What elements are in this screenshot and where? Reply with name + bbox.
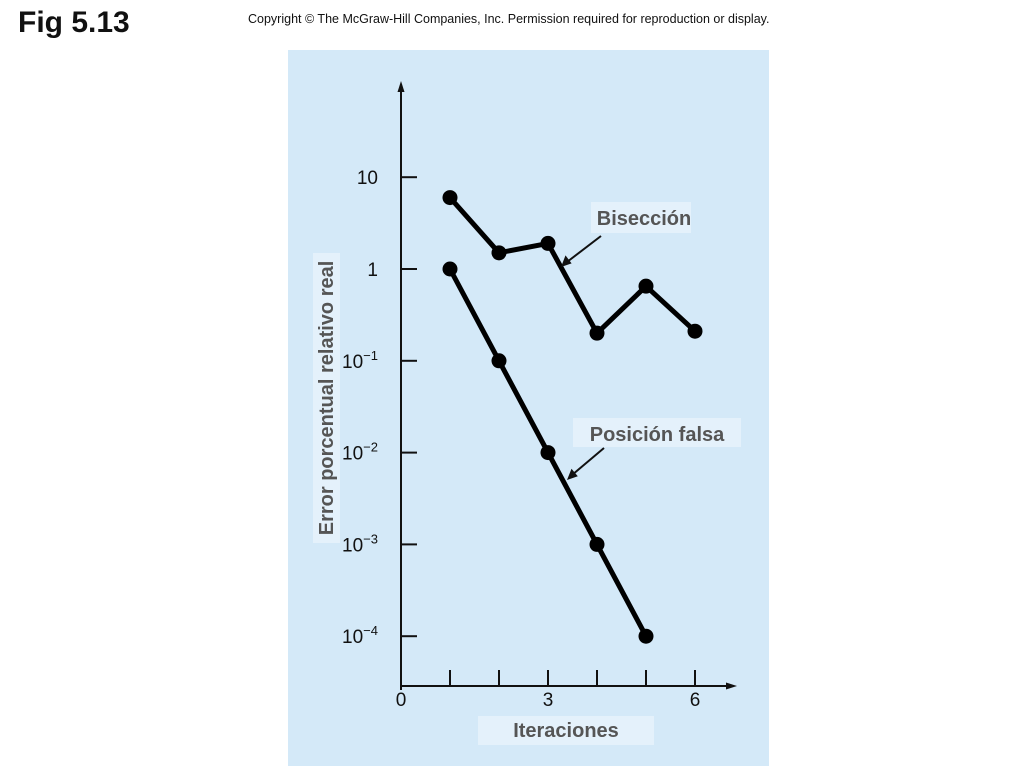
bisection-data-point	[491, 245, 507, 261]
y-tick-label: 10−2	[342, 440, 378, 465]
bisection-data-point	[442, 190, 458, 206]
x-axis-title-box	[478, 716, 654, 745]
line-chart: 10 1 10−1 10−2 10−3 10−4 0 3 6 Bisección Posici…	[313, 81, 741, 745]
false-position-data-point	[540, 445, 556, 461]
y-axis-arrowhead	[397, 81, 405, 92]
false-position-data-point	[589, 536, 605, 552]
axes	[397, 81, 737, 690]
bisection-data-point	[540, 235, 556, 251]
false-position-annotation: Posición falsa	[567, 418, 741, 480]
y-tick-label: 10−4	[342, 623, 378, 648]
bisection-label: Bisección	[597, 208, 691, 230]
bisection-annotation: Bisección	[561, 202, 691, 267]
bisection-label-box	[591, 202, 691, 233]
y-axis-title-group: Error porcentual relativo real	[313, 253, 340, 543]
figure-title: Fig 5.13	[18, 6, 130, 39]
false-position-arrow	[571, 447, 605, 476]
bisection-data-point	[589, 325, 605, 341]
y-axis-title-box	[313, 253, 340, 543]
x-tick-label: 3	[543, 690, 554, 711]
y-tick-label: 1	[367, 260, 378, 281]
bisection-series-line	[447, 195, 698, 336]
bisection-arrowhead	[561, 255, 572, 267]
copyright-notice: Copyright © The McGraw-Hill Companies, I…	[248, 12, 770, 26]
false-position-label-box	[573, 418, 741, 447]
x-axis-title: Iteraciones	[513, 720, 619, 742]
x-tick-label: 6	[690, 690, 701, 711]
false-position-arrowhead	[567, 468, 578, 480]
x-ticks: 0 3 6	[396, 670, 701, 711]
y-tick-label: 10−3	[342, 531, 378, 556]
series-layer	[442, 190, 703, 644]
false-position-data-point	[491, 353, 507, 369]
bisection-arrow	[566, 235, 602, 263]
y-axis-title: Error porcentual relativo real	[316, 261, 338, 536]
x-tick-label: 0	[396, 690, 407, 711]
y-ticks: 10 1 10−1 10−2 10−3 10−4	[342, 168, 417, 648]
chart-panel: 10 1 10−1 10−2 10−3 10−4 0 3 6 Bisección Posici…	[288, 50, 769, 766]
y-tick-label: 10−1	[342, 348, 378, 373]
x-axis-title-group: Iteraciones	[478, 716, 654, 745]
bisection-data-point	[638, 278, 654, 294]
y-tick-label: 10	[357, 168, 378, 189]
x-axis-arrowhead	[726, 682, 737, 690]
false-position-data-point	[442, 261, 458, 277]
bisection-data-point	[687, 323, 703, 339]
false-position-data-point	[638, 628, 654, 644]
false-position-label: Posición falsa	[590, 424, 725, 446]
